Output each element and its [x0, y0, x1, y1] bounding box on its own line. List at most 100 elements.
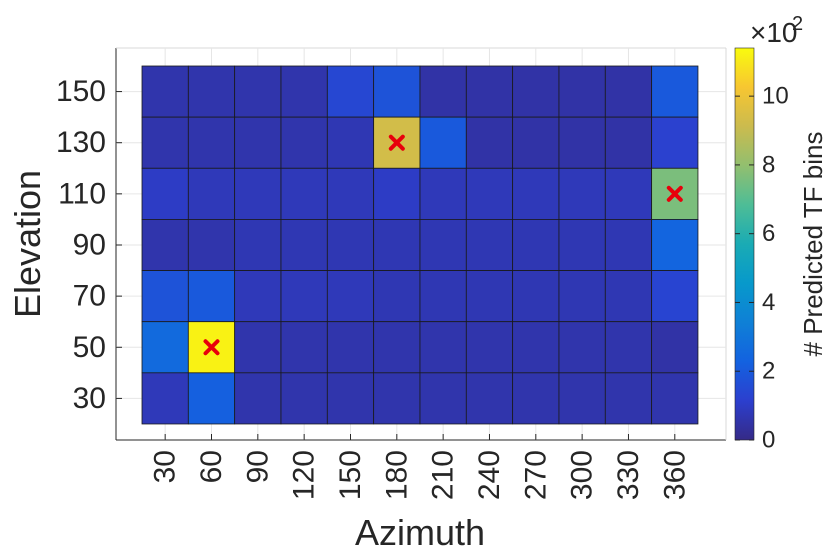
x-tick-label: 120	[288, 450, 321, 500]
colorbar	[734, 47, 755, 441]
heatmap-cell	[651, 167, 699, 220]
heatmap-cell	[326, 167, 375, 220]
x-tick-label: 240	[473, 450, 506, 500]
peak-marker	[388, 134, 405, 151]
heatmap-cell	[465, 321, 514, 374]
heatmap-cell	[234, 321, 282, 374]
heatmap-cell	[187, 167, 236, 220]
heatmap-cell	[280, 270, 328, 323]
heatmap-cell	[419, 167, 467, 220]
heatmap-cell	[419, 372, 467, 425]
x-axis-label: Azimuth	[355, 512, 485, 551]
heatmap-cell	[326, 65, 375, 118]
colorbar-multiplier: ×10	[750, 17, 798, 48]
y-tick-labels: 150 130 110 90 70 50 30	[56, 75, 122, 415]
peak-marker	[203, 339, 220, 356]
x-tick-labels: 30 60 90 120 150 180 210 240 270 300 330 360	[149, 434, 691, 500]
heatmap-cell	[373, 372, 421, 425]
heatmap-cell	[234, 167, 282, 220]
heatmap-cell	[141, 219, 189, 271]
heatmap-cell	[326, 321, 375, 374]
heatmap-cell	[558, 65, 606, 118]
heatmap-cell	[187, 65, 236, 118]
heatmap-cell	[512, 372, 560, 425]
heatmap-cell	[141, 372, 189, 425]
heatmap-cell	[187, 270, 236, 323]
heatmap-cell	[280, 116, 328, 169]
colorbar-tick-label: 0	[762, 427, 775, 454]
peak-markers	[203, 134, 683, 356]
heatmap-cell	[234, 219, 282, 271]
heatmap-cell	[465, 219, 514, 271]
heatmap-cell	[558, 321, 606, 374]
y-tick-label: 130	[56, 126, 106, 159]
heatmap-cell	[465, 167, 514, 220]
y-axis-label: Elevation	[7, 170, 48, 318]
y-tick-label: 110	[58, 177, 106, 210]
heatmap-cell	[234, 270, 282, 323]
heatmap-cell	[280, 65, 328, 118]
heatmap-cell	[187, 372, 236, 425]
heatmap-cell	[465, 270, 514, 323]
heatmap-cell	[141, 321, 189, 374]
colorbar-tick-label: 4	[762, 289, 775, 316]
heatmap-cell	[512, 116, 560, 169]
heatmap-cell	[604, 270, 653, 323]
heatmap-cell	[465, 372, 514, 425]
heatmap-cell	[558, 372, 606, 425]
x-tick-label: 210	[427, 450, 460, 500]
heatmap-cell	[326, 372, 375, 425]
heatmap-cell	[558, 270, 606, 323]
heatmap-cell	[512, 321, 560, 374]
heatmap-cell	[558, 116, 606, 169]
heatmap-cell	[280, 167, 328, 220]
colorbar-exponent: 2	[792, 13, 803, 35]
heatmap-cell	[280, 219, 328, 271]
heatmap-cell	[373, 65, 421, 118]
heatmap-cell	[512, 270, 560, 323]
heatmap-cell	[512, 167, 560, 220]
heatmap-cell	[373, 167, 421, 220]
heatmap-cell	[604, 372, 653, 425]
colorbar-ticks: 0 2 4 6 8 10	[735, 83, 789, 454]
heatmap-cell	[419, 65, 467, 118]
heatmap-cell	[326, 116, 375, 169]
colorbar-tick-label: 2	[762, 358, 775, 385]
heatmap-cell	[373, 219, 421, 271]
heatmap-cell	[651, 219, 699, 271]
heatmap-cell	[419, 270, 467, 323]
heatmap-cell	[234, 116, 282, 169]
colorbar-tick-label: 10	[762, 83, 789, 110]
heatmap-cell	[141, 116, 189, 169]
heatmap-cell	[187, 116, 236, 169]
heatmap-cell	[512, 65, 560, 118]
x-tick-label: 330	[612, 450, 645, 500]
heatmap-cell	[141, 167, 189, 220]
heatmap-cell	[651, 116, 699, 169]
x-tick-label: 150	[334, 450, 367, 500]
colorbar-tick-label: 6	[762, 220, 775, 247]
heatmap-cell	[187, 219, 236, 271]
heatmap-cell	[326, 219, 375, 271]
heatmap-cell	[558, 167, 606, 220]
x-tick-label: 90	[241, 450, 274, 483]
heatmap-cell	[604, 321, 653, 374]
heatmap-cell	[280, 321, 328, 374]
x-tick-label: 270	[519, 450, 552, 500]
heatmap-cell	[651, 321, 699, 374]
colorbar-tick-label: 8	[762, 151, 775, 178]
heatmap-cell	[419, 116, 467, 169]
peak-marker	[666, 185, 683, 202]
heatmap-cell	[280, 372, 328, 425]
y-tick-label: 30	[73, 382, 106, 415]
x-tick-label: 360	[658, 450, 691, 500]
y-tick-label: 90	[73, 228, 106, 261]
heatmap-cells	[141, 65, 699, 425]
heatmap-cell	[512, 219, 560, 271]
heatmap-cell	[651, 65, 699, 118]
heatmap-cell	[604, 167, 653, 220]
heatmap-cell	[326, 270, 375, 323]
heatmap-cell	[373, 270, 421, 323]
heatmap-cell	[604, 65, 653, 118]
